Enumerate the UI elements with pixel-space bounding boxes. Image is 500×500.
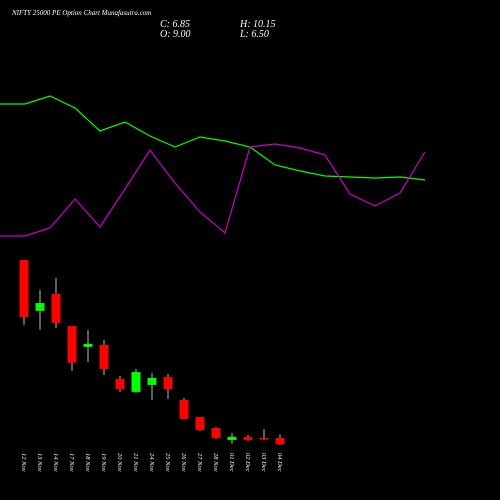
candle-body: [227, 436, 237, 440]
x-tick-label: 21 Nov: [132, 453, 139, 472]
x-tick-label: 01 Dec: [228, 453, 235, 472]
indicator-line: [0, 95, 426, 181]
candle-body: [115, 379, 125, 390]
x-tick-label: 26 Nov: [180, 453, 187, 472]
candle-body: [83, 343, 93, 347]
x-tick-label: 14 Nov: [52, 453, 59, 472]
x-tick-label: 27 Nov: [196, 453, 203, 472]
low-label: L: 6.50: [239, 29, 269, 40]
indicator-line: [0, 143, 426, 237]
open-label: O: 9.00: [160, 29, 191, 40]
candle-body: [147, 377, 157, 385]
x-tick-label: 20 Nov: [116, 453, 123, 472]
x-tick-label: 28 Nov: [212, 453, 219, 472]
candle-body: [259, 437, 269, 440]
close-label: C: 6.85: [160, 19, 190, 30]
candle-body: [51, 293, 61, 323]
candle-body: [99, 344, 109, 369]
high-label: H: 10.15: [239, 19, 276, 30]
x-tick-label: 25 Nov: [164, 453, 171, 472]
x-tick-label: 18 Nov: [84, 453, 91, 472]
candle-body: [163, 377, 173, 390]
x-tick-label: 13 Nov: [36, 453, 43, 472]
candle-body: [19, 260, 29, 318]
x-tick-label: 19 Nov: [100, 453, 107, 472]
x-tick-label: 12 Nov: [20, 453, 27, 472]
candle-body: [131, 372, 141, 392]
candle-body: [179, 399, 189, 419]
candle-body: [195, 417, 205, 430]
x-tick-label: 24 Nov: [148, 453, 155, 472]
x-tick-label: 04 Dec: [276, 453, 283, 472]
candle-body: [275, 437, 285, 444]
x-tick-label: 02 Dec: [244, 453, 251, 472]
x-tick-label: 17 Nov: [68, 453, 75, 472]
x-tick-label: 03 Dec: [260, 453, 267, 472]
candle-body: [67, 325, 77, 363]
candle-body: [243, 436, 253, 440]
candle-body: [35, 303, 45, 311]
chart-title: NIFTY 25000 PE Option Chart Munafasutra.…: [11, 9, 151, 17]
candle-body: [211, 427, 221, 438]
